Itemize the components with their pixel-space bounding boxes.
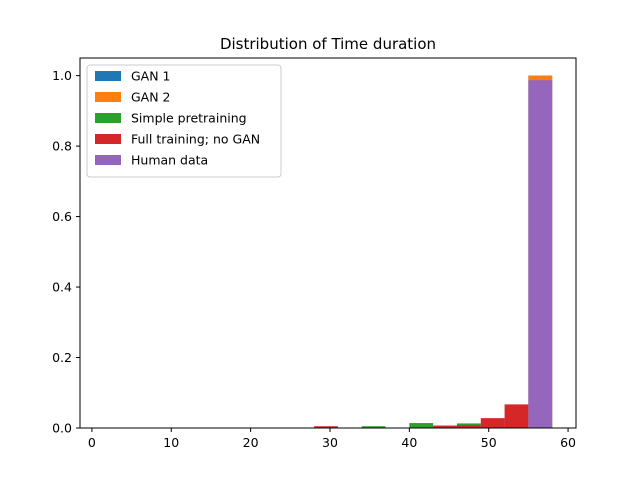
- x-tick-label: 30: [322, 435, 338, 450]
- x-tick-label: 50: [481, 435, 497, 450]
- axes-layer: 0 10 20 30 40 50 60 0.0 0.2 0.4 0.6 0.8 1.0: [52, 57, 577, 450]
- legend-box: [86, 64, 282, 178]
- y-tick-label: 1.0: [52, 68, 72, 83]
- legend-label: GAN 2: [131, 90, 171, 105]
- chart-title: Distribution of Time duration: [220, 35, 436, 53]
- bars-layer: [314, 75, 553, 428]
- bar-full-training-no-gan-2: [456, 425, 481, 428]
- plot-frame: [79, 57, 577, 429]
- x-tick-label: 0: [88, 435, 96, 450]
- legend-swatch: [95, 92, 121, 102]
- bar-simple-pretraining-0: [361, 426, 386, 428]
- legend-swatch: [95, 71, 121, 81]
- y-tick-label: 0.0: [52, 421, 72, 436]
- legend-swatch: [95, 155, 121, 165]
- y-tick-label: 0.8: [52, 139, 72, 154]
- legend-swatch: [95, 134, 121, 144]
- legend-swatch: [95, 113, 121, 123]
- y-tick-label: 0.2: [52, 350, 72, 365]
- bar-human-data-0: [528, 80, 553, 428]
- x-tick-label: 10: [163, 435, 179, 450]
- x-tick-label: 20: [243, 435, 259, 450]
- legend-label: Human data: [131, 153, 208, 168]
- y-tick-label: 0.6: [52, 209, 72, 224]
- bar-simple-pretraining-1: [409, 423, 434, 428]
- legend-label: GAN 1: [131, 69, 171, 84]
- bar-full-training-no-gan-4: [504, 404, 529, 428]
- bar-full-training-no-gan-0: [314, 426, 338, 428]
- bar-full-training-no-gan-1: [433, 425, 457, 428]
- x-tick-label: 40: [401, 435, 417, 450]
- y-tick-label: 0.4: [52, 280, 72, 295]
- legend-label: Simple pretraining: [131, 111, 247, 126]
- legend-label: Full training; no GAN: [131, 132, 260, 147]
- legend: GAN 1 GAN 2 Simple pretraining Full trainin…: [86, 64, 282, 178]
- x-tick-label: 60: [560, 435, 576, 450]
- bar-full-training-no-gan-3: [480, 418, 505, 428]
